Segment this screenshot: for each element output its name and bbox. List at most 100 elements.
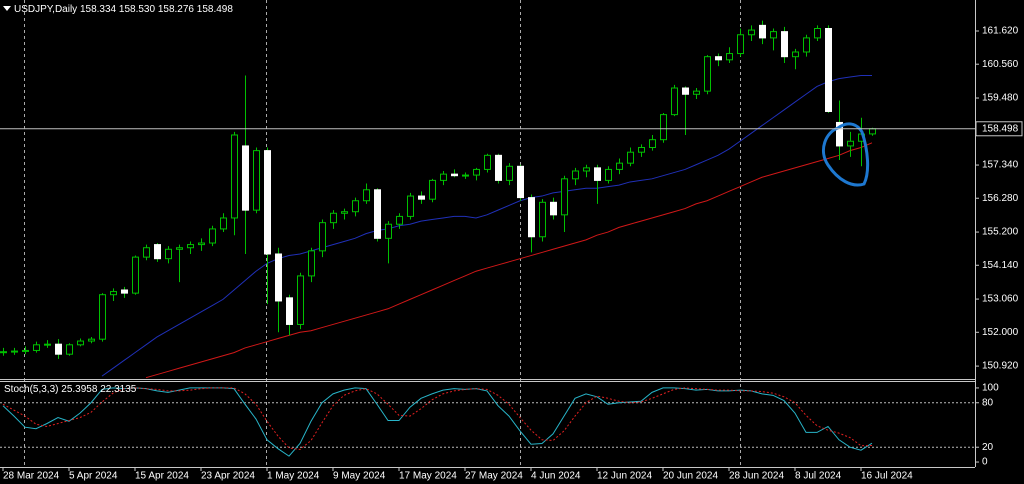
candle-body [605, 168, 612, 181]
candle-body [143, 247, 150, 258]
y-tick-label: 80 [982, 397, 994, 408]
candle-body [528, 197, 535, 238]
candle-body [583, 167, 590, 172]
candle-body [33, 344, 40, 351]
y-tick-label: 150.920 [982, 361, 1019, 372]
candle-body [110, 291, 117, 296]
x-tick-label: 8 Jul 2024 [795, 471, 842, 482]
candle-body [770, 31, 777, 39]
x-tick-label: 15 Apr 2024 [135, 471, 189, 482]
candle-body [341, 211, 348, 214]
y-tick-label: 160.560 [982, 59, 1019, 70]
candle-body [330, 212, 337, 224]
frames [0, 0, 976, 468]
candle-body [121, 289, 128, 294]
candle-body [704, 56, 711, 92]
candle-body [231, 134, 238, 219]
x-tick-label: 1 May 2024 [267, 471, 320, 482]
x-tick-label: 27 May 2024 [465, 471, 523, 482]
candle-body [517, 165, 524, 199]
candle-body [803, 37, 810, 53]
candle-body [682, 87, 689, 95]
current-price-label: 158.498 [982, 123, 1019, 134]
candle-body [451, 173, 458, 177]
candle-body [198, 242, 205, 246]
y-tick-label: 159.480 [982, 93, 1019, 104]
x-tick-label: 28 Jun 2024 [729, 471, 784, 482]
candle-body [671, 87, 678, 116]
candle-body [792, 51, 799, 58]
candle-body [88, 338, 95, 342]
candle-body [649, 139, 656, 149]
symbol: USDJPY,Daily [14, 4, 77, 15]
candle-body [220, 217, 227, 230]
candle-body [154, 244, 161, 260]
moving-average [101, 74, 872, 377]
indicator-main: 25.3958 [61, 384, 98, 395]
y-tick-label: 153.060 [982, 294, 1019, 305]
current-price-box [975, 121, 1023, 137]
indicator-name: Stoch(5,3,3) [4, 384, 58, 395]
chart-header: USDJPY,Daily 158.334 158.530 158.276 158… [14, 4, 233, 15]
menu-triangle [3, 6, 11, 11]
candle-body [286, 297, 293, 325]
y-tick-label: 161.620 [982, 26, 1019, 37]
candle-body [869, 128, 876, 135]
candle-body [0, 351, 7, 354]
y-tick-label: 152.000 [982, 327, 1019, 338]
y-tick-label: 157.340 [982, 160, 1019, 171]
candle-body [44, 343, 51, 346]
candle-body [319, 222, 326, 252]
candle-body [572, 170, 579, 180]
candle-body [473, 168, 480, 176]
candle-body [737, 34, 744, 55]
candle-body [308, 250, 315, 277]
candle-body [209, 228, 216, 244]
candle-body [55, 343, 62, 355]
y-tick-label: 156.280 [982, 193, 1019, 204]
y-tick-label: 20 [982, 442, 994, 453]
y-tick-label: 0 [982, 457, 988, 468]
x-tick-label: 5 Apr 2024 [69, 471, 118, 482]
candle-body [264, 150, 271, 255]
ohlc-value: 158.530 [119, 4, 156, 15]
candle-body [638, 147, 645, 153]
candle-body [242, 145, 249, 211]
plot-area [0, 20, 975, 457]
candle-body [396, 215, 403, 225]
y-tick-label: 154.140 [982, 260, 1019, 271]
indicator-signal: 22.3135 [100, 384, 137, 395]
candle-body [275, 253, 282, 302]
candle-body [506, 165, 513, 181]
indicator-line [2, 387, 873, 450]
candle-body [385, 223, 392, 239]
candle-body [693, 90, 700, 95]
candle-body [418, 195, 425, 200]
candle-body [374, 189, 381, 239]
candle-body [297, 275, 304, 325]
ohlc-value: 158.498 [197, 4, 234, 15]
candle-body [99, 294, 106, 340]
candle-body [594, 167, 601, 181]
candle-body [847, 140, 854, 147]
candle-body [132, 256, 139, 294]
candle-body [253, 150, 260, 211]
candle-body [726, 53, 733, 61]
candle-body [66, 344, 73, 355]
candle-body [759, 24, 766, 39]
x-tick-label: 12 Jun 2024 [597, 471, 652, 482]
candle-body [176, 247, 183, 250]
candle-body [539, 201, 546, 238]
candle-body [165, 248, 172, 260]
candle-body [627, 151, 634, 164]
candle-body [11, 350, 18, 353]
candle-body [561, 178, 568, 216]
ohlc-value: 158.276 [158, 4, 195, 15]
y-tick-label: 155.200 [982, 227, 1019, 238]
candle-body [781, 31, 788, 58]
x-tick-label: 16 Jul 2024 [861, 471, 913, 482]
candle-body [616, 162, 623, 170]
ohlc-value: 158.334 [80, 4, 117, 15]
